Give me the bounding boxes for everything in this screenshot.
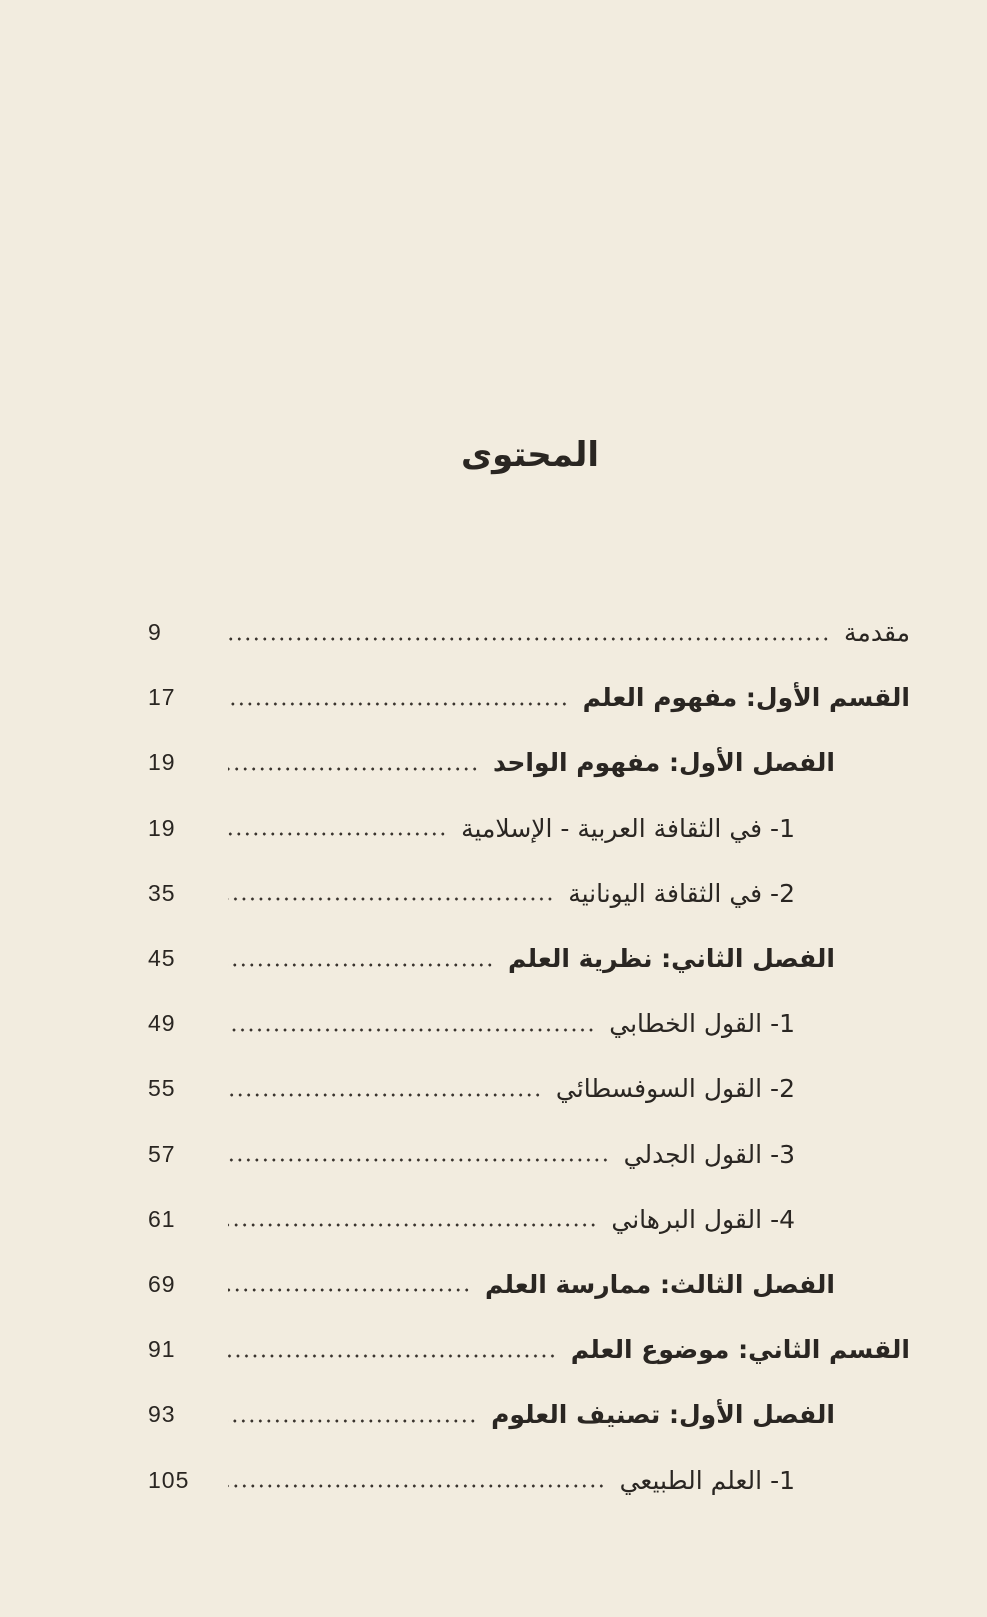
toc-entry-title: 1- في الثقافة العربية - الإسلامية xyxy=(461,813,795,843)
toc-entry: الفصل الأول: تصنيف العلوم 93 xyxy=(148,1382,910,1447)
toc-entry-page: 69 xyxy=(148,1270,176,1297)
toc-entry-title: 1- القول الخطابي xyxy=(609,1009,795,1039)
toc-entry-title: الفصل الثالث: ممارسة العلم xyxy=(484,1269,835,1299)
toc-entry: 4- القول البرهاني 61 xyxy=(148,1187,910,1252)
dot-leader xyxy=(228,961,495,968)
toc-entry-page: 105 xyxy=(148,1466,190,1493)
toc-entry: 1- القول الخطابي 49 xyxy=(148,991,910,1056)
dot-leader xyxy=(228,1417,478,1424)
toc-entry-page: 91 xyxy=(148,1336,176,1363)
toc-entry: مقدمة 9 xyxy=(148,600,910,665)
toc-entry-title: الفصل الأول: تصنيف العلوم xyxy=(491,1400,835,1430)
dot-leader xyxy=(228,831,448,838)
toc-entry-page: 61 xyxy=(148,1205,176,1232)
dot-leader xyxy=(228,635,831,642)
dot-leader xyxy=(228,765,479,772)
toc-entry: الفصل الثاني: نظرية العلم 45 xyxy=(148,926,910,991)
toc-entry: الفصل الثالث: ممارسة العلم 69 xyxy=(148,1252,910,1317)
toc-entry-page: 45 xyxy=(148,945,176,972)
dot-leader xyxy=(228,1157,610,1164)
toc-entry-page: 19 xyxy=(148,814,176,841)
toc-entry-page: 9 xyxy=(148,619,162,646)
toc-entry-page: 17 xyxy=(148,684,176,711)
toc-entry: الفصل الأول: مفهوم الواحد 19 xyxy=(148,730,910,795)
toc-entry-page: 93 xyxy=(148,1401,176,1428)
toc-entry-title: 1- العلم الطبيعي xyxy=(619,1465,795,1495)
table-of-contents: مقدمة 9 القسم الأول: مفهوم العلم 17 الفصل ال… xyxy=(148,600,910,1513)
toc-entry-page: 35 xyxy=(148,879,176,906)
toc-entry-title: القسم الثاني: موضوع العلم xyxy=(570,1335,910,1365)
toc-entry-page: 57 xyxy=(148,1140,176,1167)
toc-entry-title: الفصل الأول: مفهوم الواحد xyxy=(492,748,835,778)
dot-leader xyxy=(228,1091,542,1098)
dot-leader xyxy=(228,1483,606,1490)
toc-entry-title: الفصل الثاني: نظرية العلم xyxy=(508,944,835,974)
dot-leader xyxy=(228,1222,598,1229)
toc-entry-page: 19 xyxy=(148,749,176,776)
toc-entry-title: 4- القول البرهاني xyxy=(611,1204,795,1234)
page-title: المحتوى xyxy=(460,435,600,475)
toc-entry-page: 55 xyxy=(148,1075,176,1102)
toc-entry: 2- في الثقافة اليونانية 35 xyxy=(148,861,910,926)
toc-entry-title: مقدمة xyxy=(844,618,910,648)
toc-entry-page: 49 xyxy=(148,1010,176,1037)
dot-leader xyxy=(228,700,569,707)
toc-entry: 2- القول السوفسطائي 55 xyxy=(148,1056,910,1121)
toc-entry: 1- في الثقافة العربية - الإسلامية 19 xyxy=(148,796,910,861)
toc-entry: القسم الأول: مفهوم العلم 17 xyxy=(148,665,910,730)
toc-entry-title: 3- القول الجدلي xyxy=(623,1139,795,1169)
toc-entry: 1- العلم الطبيعي 105 xyxy=(148,1447,910,1512)
toc-entry-title: 2- في الثقافة اليونانية xyxy=(568,878,795,908)
dot-leader xyxy=(228,1287,471,1294)
dot-leader xyxy=(228,1352,557,1359)
dot-leader xyxy=(228,1026,596,1033)
toc-entry-title: القسم الأول: مفهوم العلم xyxy=(582,683,910,713)
dot-leader xyxy=(228,896,555,903)
toc-entry: 3- القول الجدلي 57 xyxy=(148,1122,910,1187)
toc-entry: القسم الثاني: موضوع العلم 91 xyxy=(148,1317,910,1382)
toc-entry-title: 2- القول السوفسطائي xyxy=(555,1074,795,1104)
